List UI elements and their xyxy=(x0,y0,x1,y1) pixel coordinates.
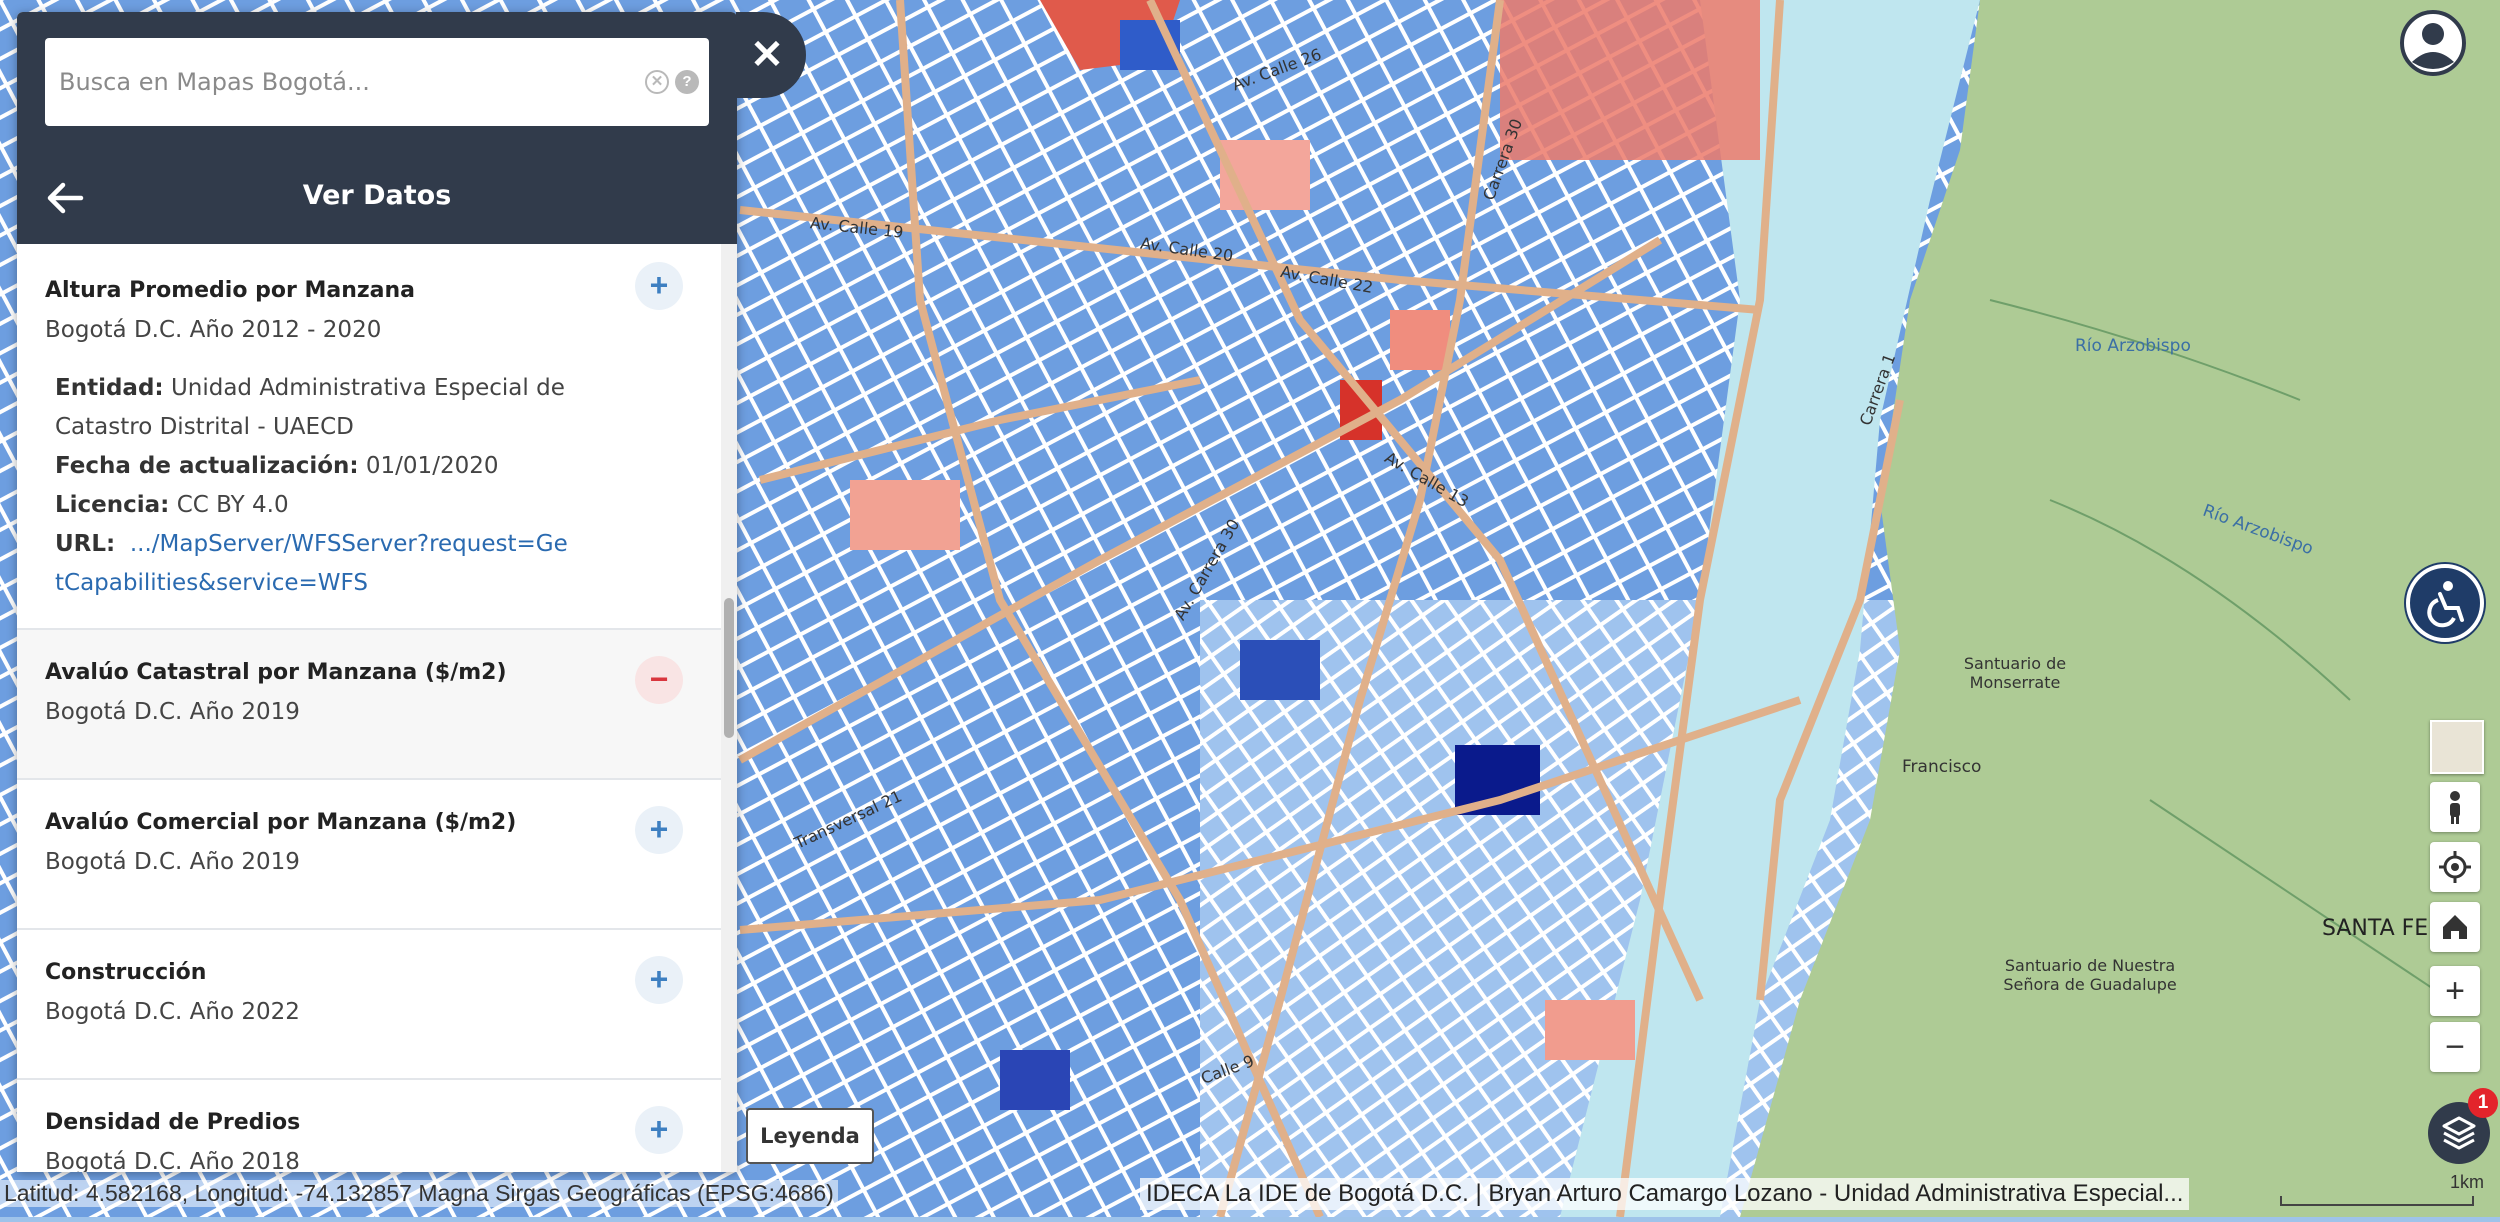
user-account-button[interactable] xyxy=(2400,10,2466,76)
place-label: Francisco xyxy=(1902,757,1982,777)
data-panel: ✕ ? Ver Datos Altura Promedio por Manzan… xyxy=(17,12,737,1172)
zoom-out-button[interactable]: − xyxy=(2430,1022,2480,1072)
crosshair-icon xyxy=(2439,851,2471,883)
panel-title: Ver Datos xyxy=(302,180,452,211)
add-layer-button[interactable]: + xyxy=(635,1106,683,1154)
scroll-thumb[interactable] xyxy=(724,598,734,738)
item-title: Avalúo Catastral por Manzana ($/m2) xyxy=(45,660,507,685)
river-label: Río Arzobispo xyxy=(2075,336,2191,356)
light-zone xyxy=(1560,0,1980,1217)
zone-mid xyxy=(1545,1000,1635,1060)
clear-icon[interactable]: ✕ xyxy=(645,70,669,94)
close-icon: ✕ xyxy=(750,33,784,77)
zone-high xyxy=(1500,0,1760,160)
list-item[interactable]: Avalúo Comercial por Manzana ($/m2) Bogo… xyxy=(17,780,721,930)
scale-label: 1km xyxy=(2450,1172,2485,1192)
fecha-label: Fecha de actualización: xyxy=(55,453,359,479)
search-input[interactable] xyxy=(45,38,635,126)
url-link[interactable]: .../MapServer/WFSServer?request=GetCapab… xyxy=(55,531,568,596)
zone-low xyxy=(1000,1050,1070,1110)
scale-bar xyxy=(2280,1196,2474,1206)
entidad-label: Entidad: xyxy=(55,375,164,401)
add-layer-button[interactable]: + xyxy=(635,806,683,854)
accessibility-button[interactable] xyxy=(2406,564,2484,642)
legend-button[interactable]: Leyenda xyxy=(746,1108,874,1164)
item-title: Densidad de Predios xyxy=(45,1110,301,1135)
list-item[interactable]: Densidad de Predios Bogotá D.C. Año 2018… xyxy=(17,1080,721,1172)
accessibility-icon xyxy=(2427,581,2464,628)
add-layer-button[interactable]: + xyxy=(635,262,683,310)
zone-mid xyxy=(1390,310,1450,370)
item-title: Altura Promedio por Manzana xyxy=(45,278,416,303)
close-panel-button[interactable]: ✕ xyxy=(736,12,806,98)
url-label: URL: xyxy=(55,531,116,557)
licencia-value: CC BY 4.0 xyxy=(176,492,289,518)
hill-trails xyxy=(1989,299,2451,1001)
item-title: Construcción xyxy=(45,960,207,985)
zone-low xyxy=(1240,640,1320,700)
panel-header: ✕ ? Ver Datos xyxy=(17,12,737,244)
home-icon xyxy=(2443,915,2467,939)
zoom-in-button[interactable]: + xyxy=(2430,966,2480,1016)
entidad-value: Unidad Administrativa Especial de Catast… xyxy=(55,375,565,440)
coordinates-readout: Latitud: 4.582168, Longitud: -74.132857 … xyxy=(0,1180,838,1207)
map-attribution[interactable]: IDECA La IDE de Bogotá D.C. | Bryan Artu… xyxy=(1140,1178,2190,1210)
licencia-label: Licencia: xyxy=(55,492,170,518)
item-subtitle: Bogotá D.C. Año 2019 xyxy=(45,699,300,725)
list-item[interactable]: Avalúo Catastral por Manzana ($/m2) Bogo… xyxy=(17,630,721,780)
place-label: Santuario de Nuestra Señora de Guadalupe xyxy=(2003,956,2177,994)
item-subtitle: Bogotá D.C. Año 2018 xyxy=(45,1149,300,1172)
zone-mid xyxy=(850,480,960,550)
fecha-value: 01/01/2020 xyxy=(365,453,499,479)
list-item[interactable]: Construcción Bogotá D.C. Año 2022 + xyxy=(17,930,721,1080)
layers-icon xyxy=(2442,1116,2476,1150)
add-layer-button[interactable]: + xyxy=(635,956,683,1004)
dataset-list[interactable]: Altura Promedio por Manzana Bogotá D.C. … xyxy=(17,244,721,1172)
pegman-icon xyxy=(2450,791,2460,824)
item-subtitle: Bogotá D.C. Año 2022 xyxy=(45,999,300,1025)
back-arrow-icon[interactable] xyxy=(45,180,85,216)
remove-layer-button[interactable]: − xyxy=(635,656,683,704)
street-view-button[interactable] xyxy=(2430,782,2480,832)
eastern-hills-park xyxy=(1740,0,2500,1217)
search-box[interactable]: ✕ ? xyxy=(45,38,709,126)
locality-label: SANTA FE xyxy=(2322,916,2429,941)
layers-count-badge: 1 xyxy=(2468,1088,2498,1118)
list-item[interactable]: Altura Promedio por Manzana Bogotá D.C. … xyxy=(17,244,721,630)
item-title: Avalúo Comercial por Manzana ($/m2) xyxy=(45,810,517,835)
locate-me-button[interactable] xyxy=(2430,842,2480,892)
item-details: Entidad: Unidad Administrativa Especial … xyxy=(45,343,721,603)
panel-scrollbar[interactable] xyxy=(721,244,737,1172)
minimap-thumbnail[interactable] xyxy=(2430,720,2484,774)
place-label: Santuario de Monserrate xyxy=(1963,654,2067,692)
help-icon[interactable]: ? xyxy=(675,70,699,94)
item-subtitle: Bogotá D.C. Año 2012 - 2020 xyxy=(45,317,382,343)
road-network xyxy=(738,0,1904,1219)
item-subtitle: Bogotá D.C. Año 2019 xyxy=(45,849,300,875)
home-button[interactable] xyxy=(2430,902,2480,952)
user-icon xyxy=(2400,10,2466,76)
